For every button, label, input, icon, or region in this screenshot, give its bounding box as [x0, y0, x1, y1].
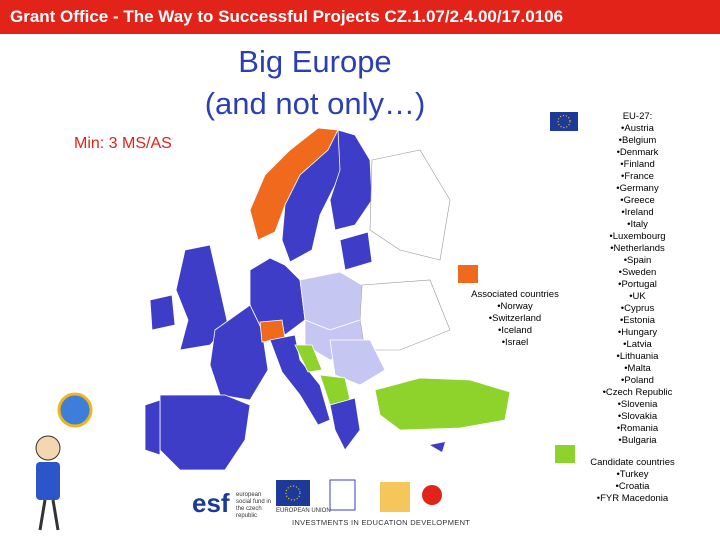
logo-esf-text: european social fund in the czech republ… — [236, 492, 272, 519]
list-item: •Czech Republic — [602, 387, 673, 398]
list-item: •Israel — [501, 337, 529, 348]
slide-title-line: Big Europe — [238, 44, 392, 79]
logo-eu-text: EUROPEAN UNION — [276, 508, 331, 514]
list-item: •Hungary — [617, 327, 658, 338]
list-item: •Latvia — [623, 339, 652, 350]
list-item: •Romania — [616, 423, 659, 434]
list-heading: Associated countries — [471, 289, 559, 300]
list-heading: Candidate countries — [590, 457, 675, 468]
list-item: •Switzerland — [488, 313, 542, 324]
list-item: •Belgium — [618, 135, 657, 146]
list-item: •Norway — [497, 301, 533, 312]
list-item: •Slovenia — [617, 399, 658, 410]
slide-title-line: (and not only…) — [204, 86, 426, 121]
list-item: •Luxembourg — [609, 231, 666, 242]
slide-subtitle: Min: 3 MS/AS — [74, 135, 172, 152]
list-item: •Croatia — [615, 481, 650, 492]
list-item: •Greece — [620, 195, 655, 206]
list-item: •UK — [629, 291, 646, 302]
list-item: •Slovakia — [617, 411, 658, 422]
list-item: •Poland — [621, 375, 654, 386]
list-item: •Lithuania — [616, 351, 659, 362]
list-item: •France — [621, 171, 654, 182]
header-bar: Grant Office - The Way to Successful Pro… — [0, 0, 720, 34]
list-item: •Malta — [624, 363, 651, 374]
list-item: •Italy — [627, 219, 648, 230]
list-item: •Austria — [621, 123, 654, 134]
list-item: •Iceland — [498, 325, 532, 336]
logo-esf: esf — [192, 488, 230, 518]
list-item: •FYR Macedonia — [596, 493, 669, 504]
associated-list: Associated countries •Norway •Switzerland •… — [455, 289, 575, 349]
list-item: •Cyprus — [620, 303, 655, 314]
header-title: Grant Office - The Way to Successful Pro… — [10, 7, 564, 26]
candidate-list: Candidate countries •Turkey •Croatia •FYR M… — [575, 457, 690, 505]
list-item: •Denmark — [616, 147, 659, 158]
list-item: •Germany — [616, 183, 659, 194]
list-item: •Finland — [620, 159, 655, 170]
list-item: •Bulgaria — [618, 435, 657, 446]
list-item: •Spain — [623, 255, 652, 266]
footer-caption: INVESTMENTS IN EDUCATION DEVELOPMENT — [292, 518, 471, 527]
list-item: •Netherlands — [610, 243, 665, 254]
list-item: •Portugal — [618, 279, 657, 290]
eu-list: EU-27: •Austria •Belgium •Denmark •Finland •F… — [580, 111, 695, 447]
list-item: •Estonia — [619, 315, 655, 326]
list-item: •Turkey — [616, 469, 649, 480]
list-heading: EU-27: — [622, 111, 653, 122]
list-item: •Sweden — [618, 267, 657, 278]
list-item: •Ireland — [621, 207, 654, 218]
